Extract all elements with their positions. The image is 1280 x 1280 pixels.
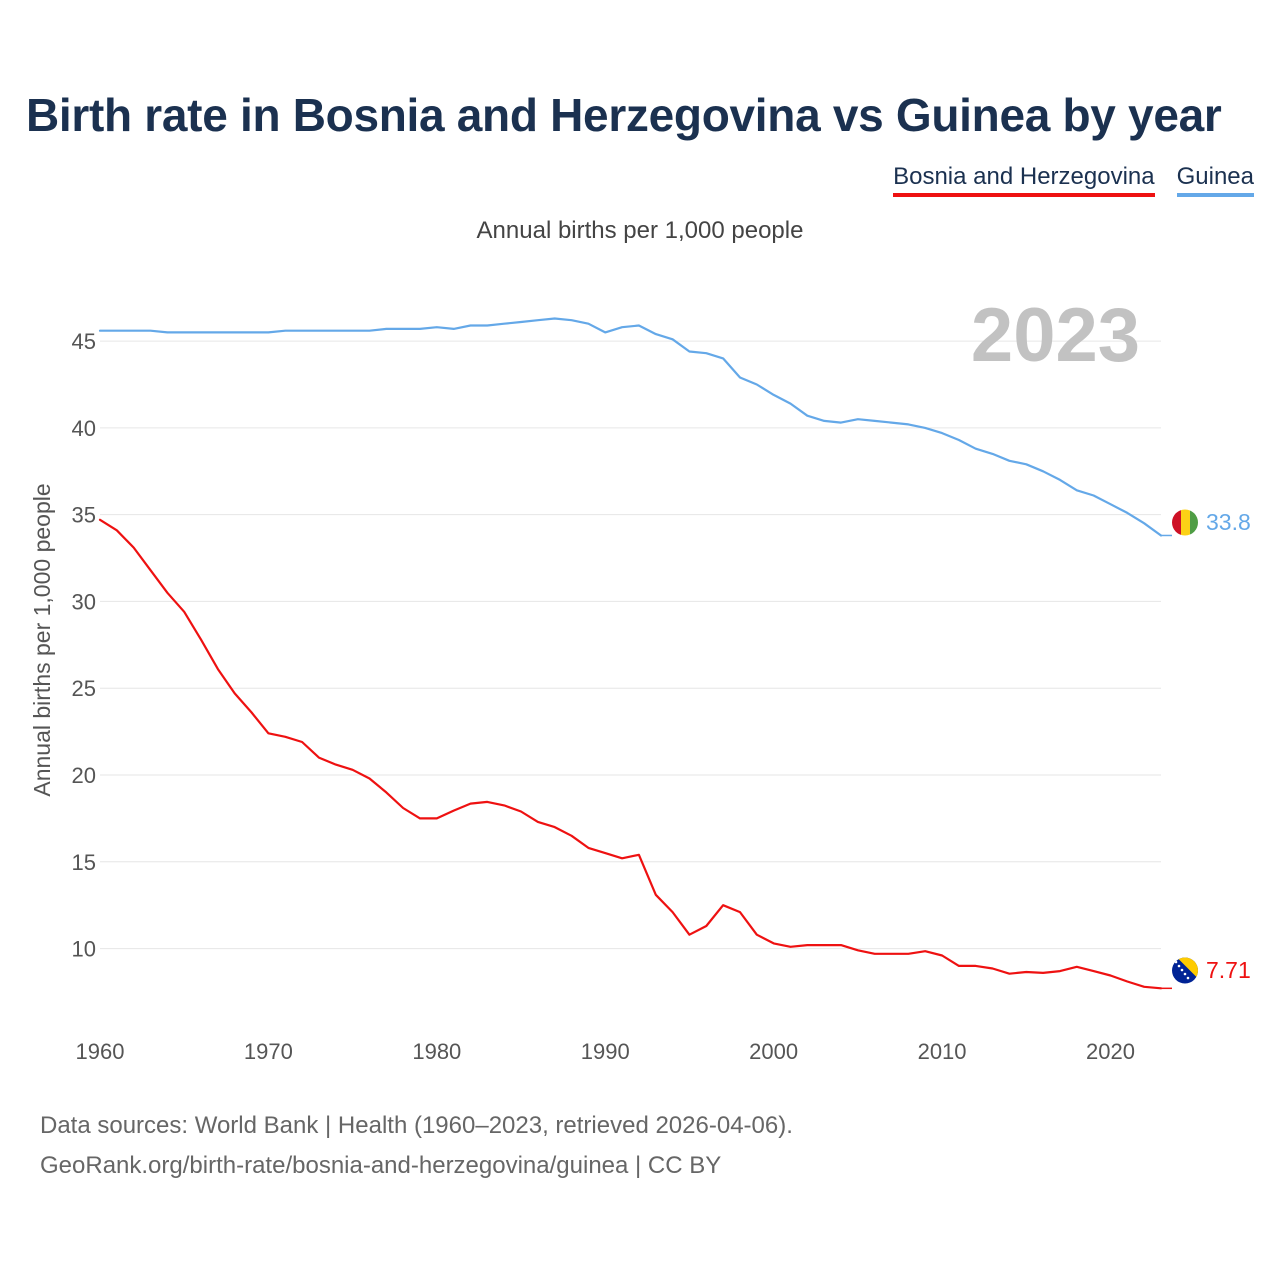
source-link[interactable]: GeoRank.org/birth-rate/bosnia-and-herzeg… [40, 1152, 722, 1179]
end-label-guinea: 33.8 [1206, 509, 1251, 535]
x-tick-label: 1960 [76, 1039, 125, 1064]
chart-subtitle: Annual births per 1,000 people [476, 217, 804, 244]
y-axis: 10 15 20 25 30 35 40 45 [72, 329, 96, 962]
x-axis: 1960 1970 1980 1990 2000 2010 2020 [76, 1039, 1135, 1064]
x-tick-label: 1970 [244, 1039, 293, 1064]
y-tick-label: 40 [72, 416, 96, 441]
series-line-guinea [98, 317, 1163, 537]
y-tick-label: 45 [72, 329, 96, 354]
y-tick-label: 30 [72, 589, 96, 614]
gridlines [100, 340, 1161, 950]
x-tick-label: 1990 [581, 1039, 630, 1064]
legend-item-bosnia-and-herzegovina[interactable]: Bosnia and Herzegovina [893, 164, 1155, 197]
x-tick-label: 2010 [918, 1039, 967, 1064]
footer: Data sources: World Bank | Health (1960–… [40, 1106, 793, 1186]
y-tick-label: 15 [72, 850, 96, 875]
y-tick-label: 20 [72, 763, 96, 788]
series-line-bosnia-and-herzegovina [98, 518, 1163, 990]
year-watermark: 2023 [971, 293, 1140, 378]
page-title: Birth rate in Bosnia and Herzegovina vs … [26, 89, 1222, 141]
x-tick-label: 2020 [1086, 1039, 1135, 1064]
y-tick-label: 25 [72, 676, 96, 701]
end-label-bosnia-and-herzegovina: 7.71 [1206, 957, 1251, 983]
guinea-flag-icon [1172, 509, 1198, 536]
legend: Bosnia and Herzegovina Guinea [893, 164, 1254, 197]
bosnia-and-herzegovina-flag-icon [1172, 957, 1198, 984]
data-source-note: Data sources: World Bank | Health (1960–… [40, 1112, 793, 1139]
x-tick-label: 1980 [412, 1039, 461, 1064]
x-tick-label: 2000 [749, 1039, 798, 1064]
series-lines [98, 317, 1172, 990]
y-tick-label: 10 [72, 937, 96, 962]
y-axis-title: Annual births per 1,000 people [29, 483, 55, 796]
legend-item-guinea[interactable]: Guinea [1176, 164, 1254, 197]
y-tick-label: 35 [72, 503, 96, 528]
